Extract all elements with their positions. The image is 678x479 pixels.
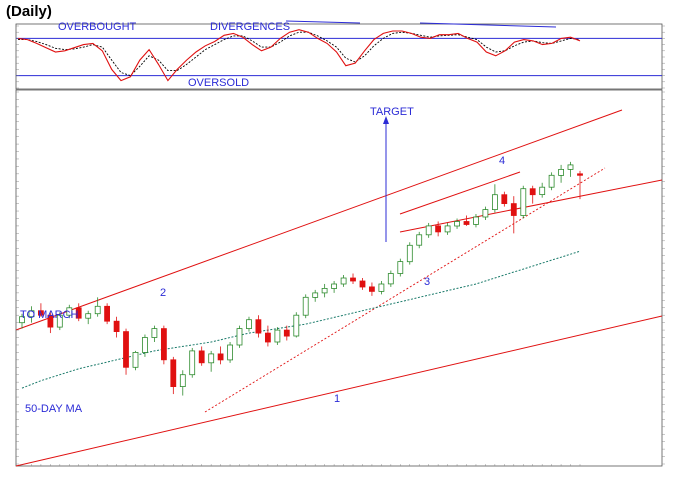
candle-body — [170, 359, 177, 387]
candle-body — [548, 174, 555, 188]
candle-body — [236, 328, 243, 346]
candle-body — [520, 188, 527, 216]
trendline-lower-channel — [399, 179, 663, 233]
candle-body — [179, 374, 186, 388]
target-arrow-head — [383, 116, 389, 124]
candle-body — [529, 188, 536, 196]
candle-body — [491, 194, 498, 210]
candle-body — [255, 319, 262, 334]
candle-body — [378, 283, 385, 292]
candle-body — [189, 350, 196, 376]
candle-body — [350, 277, 356, 282]
candle-body — [473, 216, 479, 225]
candle-body — [510, 203, 517, 216]
candle-body — [123, 331, 129, 368]
candle-body — [302, 296, 309, 316]
ma-label: 50-DAY MA — [25, 403, 83, 415]
trendline-4-label: 4 — [499, 155, 505, 167]
oscillator-layer — [16, 20, 662, 82]
candle-body — [19, 316, 25, 324]
oscillator-slow-line — [18, 31, 581, 77]
chart-title: (Daily) — [6, 3, 52, 20]
candle-body — [567, 164, 574, 170]
candle-body — [558, 168, 564, 176]
candle-body — [444, 225, 451, 233]
candle-body — [482, 209, 489, 218]
candle-body — [425, 225, 432, 236]
candle-body — [246, 319, 252, 330]
candle-body — [28, 310, 35, 318]
candle-body — [577, 173, 583, 176]
trendline-1-label: 1 — [334, 393, 340, 405]
candle-body — [132, 351, 139, 368]
overbought-label: OVERBOUGHT — [58, 21, 137, 33]
candle-body — [113, 320, 120, 333]
to-march-label: TO MARCH — [20, 309, 79, 321]
candle-body — [539, 186, 546, 195]
candle-body — [85, 313, 92, 319]
trendline-2 — [15, 109, 623, 331]
oscillator-fast-line — [17, 29, 581, 82]
candle-body — [293, 314, 300, 337]
axis-layer — [16, 25, 665, 466]
candle-body — [416, 234, 423, 246]
candle-body — [66, 307, 73, 316]
candle-body — [151, 328, 158, 338]
candle-body — [321, 287, 328, 294]
candle-body — [340, 277, 347, 285]
divergence-line-1 — [285, 20, 361, 24]
divergences-label: DIVERGENCES — [210, 21, 290, 33]
candle-body — [406, 244, 413, 263]
candle-body — [312, 292, 319, 298]
candle-body — [75, 307, 82, 319]
candle-body — [435, 225, 442, 233]
candle-body — [141, 337, 148, 353]
candle-body — [264, 332, 271, 343]
candle-body — [359, 280, 366, 288]
candle-body — [463, 221, 470, 225]
candle-body — [274, 329, 281, 343]
candle-body — [387, 273, 394, 285]
candle-body — [283, 329, 290, 337]
candle-body — [160, 328, 167, 361]
target-label: TARGET — [370, 106, 414, 118]
moving-average-line — [21, 250, 581, 389]
candle-body — [227, 344, 234, 361]
divergence-line-2 — [419, 22, 557, 28]
oversold-label: OVERSOLD — [188, 77, 249, 89]
trendline-3-label: 3 — [424, 276, 430, 288]
candle-body — [368, 286, 375, 292]
candle-body — [397, 261, 404, 274]
price-panel — [15, 89, 663, 467]
candle-body — [56, 314, 63, 328]
candle-body — [501, 194, 508, 204]
candle-body — [331, 283, 338, 289]
candle-body — [198, 350, 205, 364]
candle-body — [94, 305, 101, 315]
price-layer — [15, 109, 663, 467]
candle-body — [208, 353, 215, 364]
candle-body — [217, 353, 224, 361]
trendline-2-label: 2 — [160, 287, 166, 299]
candle-body — [104, 305, 110, 322]
candle-body — [38, 310, 44, 316]
trendline-1 — [15, 315, 663, 467]
candle-body — [47, 314, 54, 328]
candle-body — [454, 221, 461, 227]
trendline-4 — [399, 171, 521, 215]
